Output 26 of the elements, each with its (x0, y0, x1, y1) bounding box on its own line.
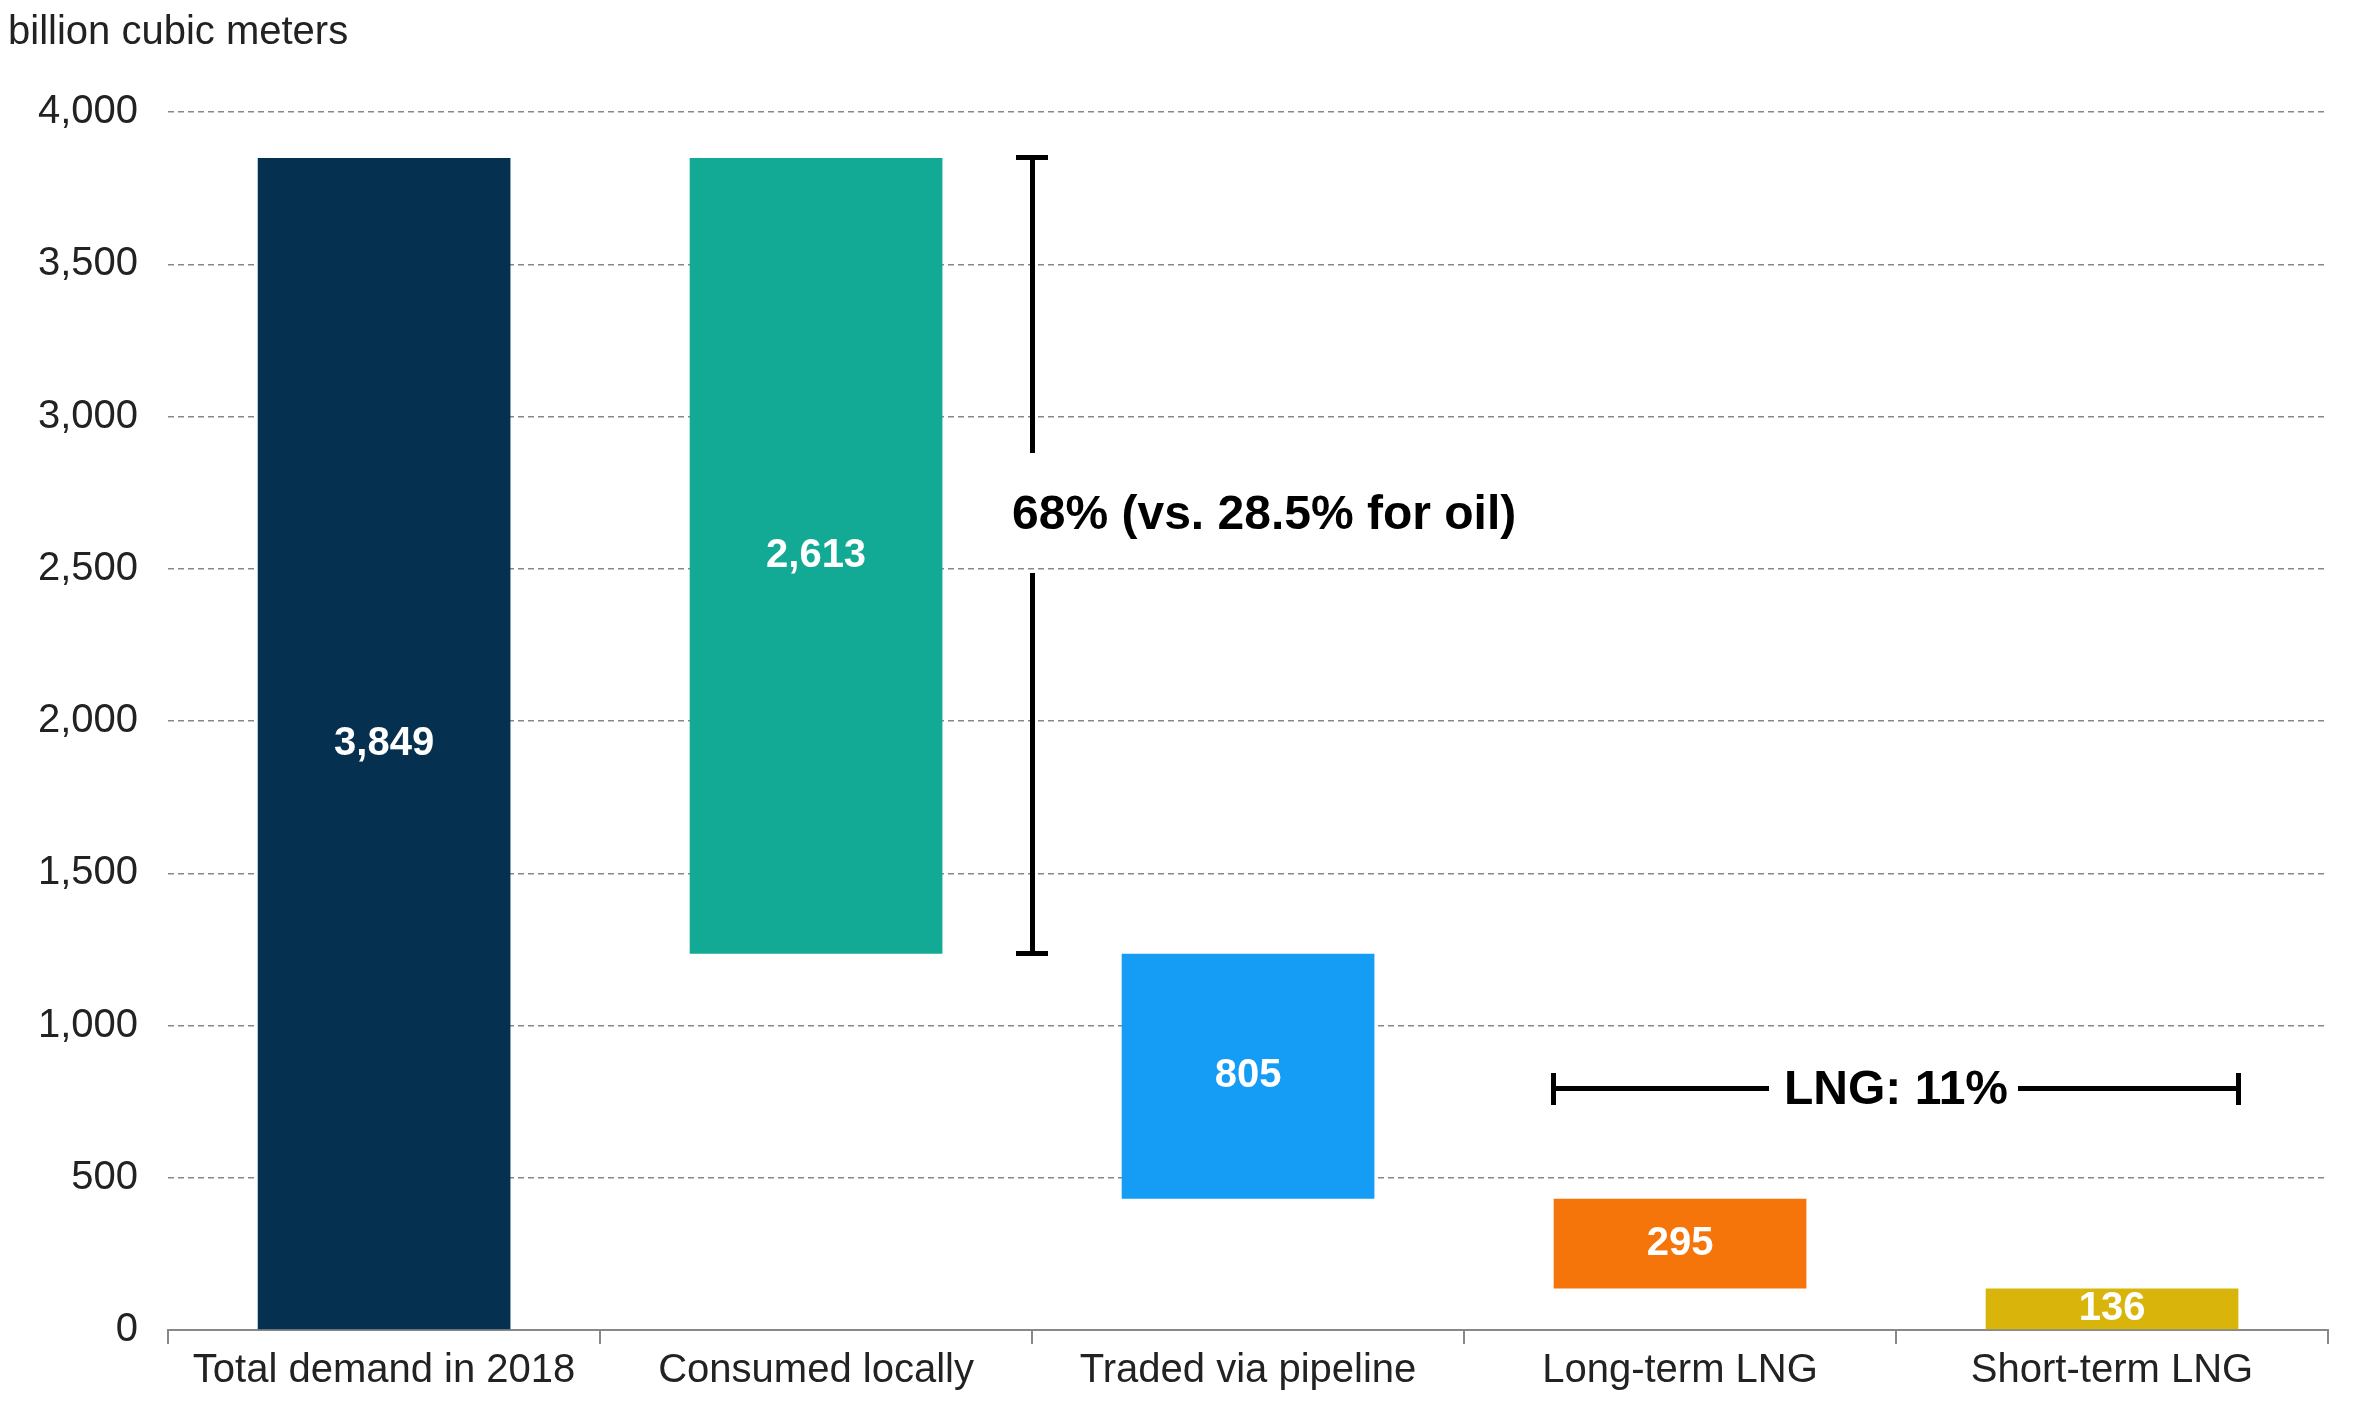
y-tick-label: 0 (115, 1305, 139, 1350)
bar (1121, 953, 1375, 1199)
data-label: 295 (1646, 1218, 1714, 1263)
annotation: LNG: 11% (1783, 1060, 2009, 1114)
x-tick-label: Traded via pipeline (1079, 1346, 1417, 1391)
bar (689, 157, 943, 954)
data-label: 805 (1214, 1051, 1282, 1096)
bar (1553, 1198, 1807, 1289)
y-tick-label: 1,000 (37, 1000, 139, 1045)
y-tick-label: 3,500 (37, 239, 139, 284)
data-label: 3,849 (334, 718, 435, 763)
x-tick-label: Consumed locally (658, 1346, 974, 1391)
data-label: 136 (2078, 1283, 2146, 1328)
x-tick-label: Total demand in 2018 (192, 1346, 576, 1391)
x-tick-label: Short-term LNG (1970, 1346, 2254, 1391)
data-label: 2,613 (766, 530, 867, 575)
y-tick-label: 3,000 (37, 391, 139, 436)
y-axis-title: billion cubic meters (8, 8, 350, 54)
x-tick-label: Long-term LNG (1542, 1346, 1818, 1391)
bar (257, 157, 511, 1330)
y-tick-label: 2,500 (37, 543, 139, 588)
y-tick-label: 2,000 (37, 696, 139, 741)
annotation: 68% (vs. 28.5% for oil) (1012, 486, 1517, 540)
y-tick-label: 4,000 (37, 87, 139, 132)
y-tick-label: 500 (71, 1152, 139, 1197)
y-tick-label: 1,500 (37, 848, 139, 893)
